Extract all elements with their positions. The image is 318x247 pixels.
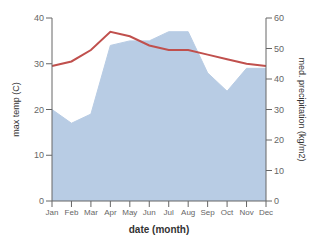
svg-text:20: 20 bbox=[34, 105, 44, 115]
svg-text:50: 50 bbox=[274, 44, 284, 54]
svg-text:30: 30 bbox=[274, 105, 284, 115]
svg-text:0: 0 bbox=[39, 196, 44, 206]
svg-text:date (month): date (month) bbox=[129, 224, 190, 235]
svg-text:20: 20 bbox=[274, 135, 284, 145]
svg-text:Mar: Mar bbox=[84, 208, 98, 217]
svg-text:40: 40 bbox=[274, 74, 284, 84]
svg-text:10: 10 bbox=[34, 150, 44, 160]
svg-text:10: 10 bbox=[274, 166, 284, 176]
svg-text:Sep: Sep bbox=[201, 208, 216, 217]
svg-text:May: May bbox=[122, 208, 137, 217]
svg-text:med. precipitation (kg/m2): med. precipitation (kg/m2) bbox=[297, 57, 307, 161]
svg-text:Oct: Oct bbox=[221, 208, 234, 217]
svg-text:Apr: Apr bbox=[104, 208, 117, 217]
svg-text:Jun: Jun bbox=[143, 208, 156, 217]
svg-text:Dec: Dec bbox=[259, 208, 273, 217]
svg-text:Jul: Jul bbox=[164, 208, 174, 217]
svg-text:Feb: Feb bbox=[65, 208, 79, 217]
svg-text:Jan: Jan bbox=[46, 208, 59, 217]
svg-text:60: 60 bbox=[274, 13, 284, 23]
svg-text:max temp (C): max temp (C) bbox=[11, 82, 21, 137]
svg-text:40: 40 bbox=[34, 13, 44, 23]
svg-text:Nov: Nov bbox=[239, 208, 253, 217]
svg-text:Aug: Aug bbox=[181, 208, 195, 217]
svg-text:30: 30 bbox=[34, 59, 44, 69]
svg-text:0: 0 bbox=[274, 196, 279, 206]
